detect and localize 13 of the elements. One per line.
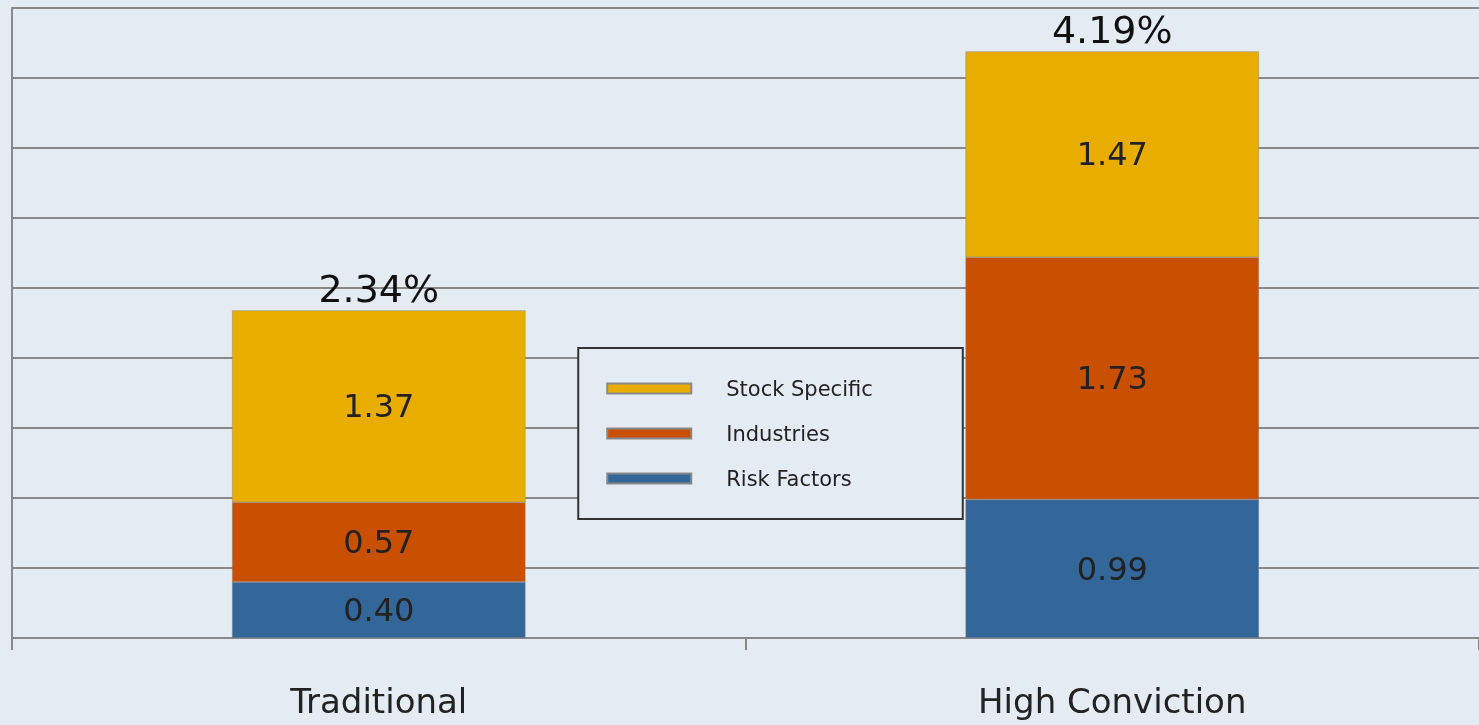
x-tick-label: High Conviction — [978, 681, 1247, 721]
data-label: 1.37 — [343, 387, 415, 426]
data-label: 0.99 — [1076, 549, 1148, 588]
data-label: 1.73 — [1076, 359, 1148, 398]
total-label: 2.34% — [318, 267, 440, 312]
legend-label: Industries — [726, 421, 830, 446]
data-label: 1.47 — [1076, 135, 1148, 174]
legend-label: Stock Specific — [726, 376, 873, 401]
data-label: 0.57 — [343, 523, 415, 562]
total-label: 4.19% — [1051, 8, 1173, 53]
x-tick-label: Traditional — [289, 681, 468, 721]
legend-label: Risk Factors — [726, 466, 852, 491]
data-label: 0.40 — [343, 591, 415, 629]
